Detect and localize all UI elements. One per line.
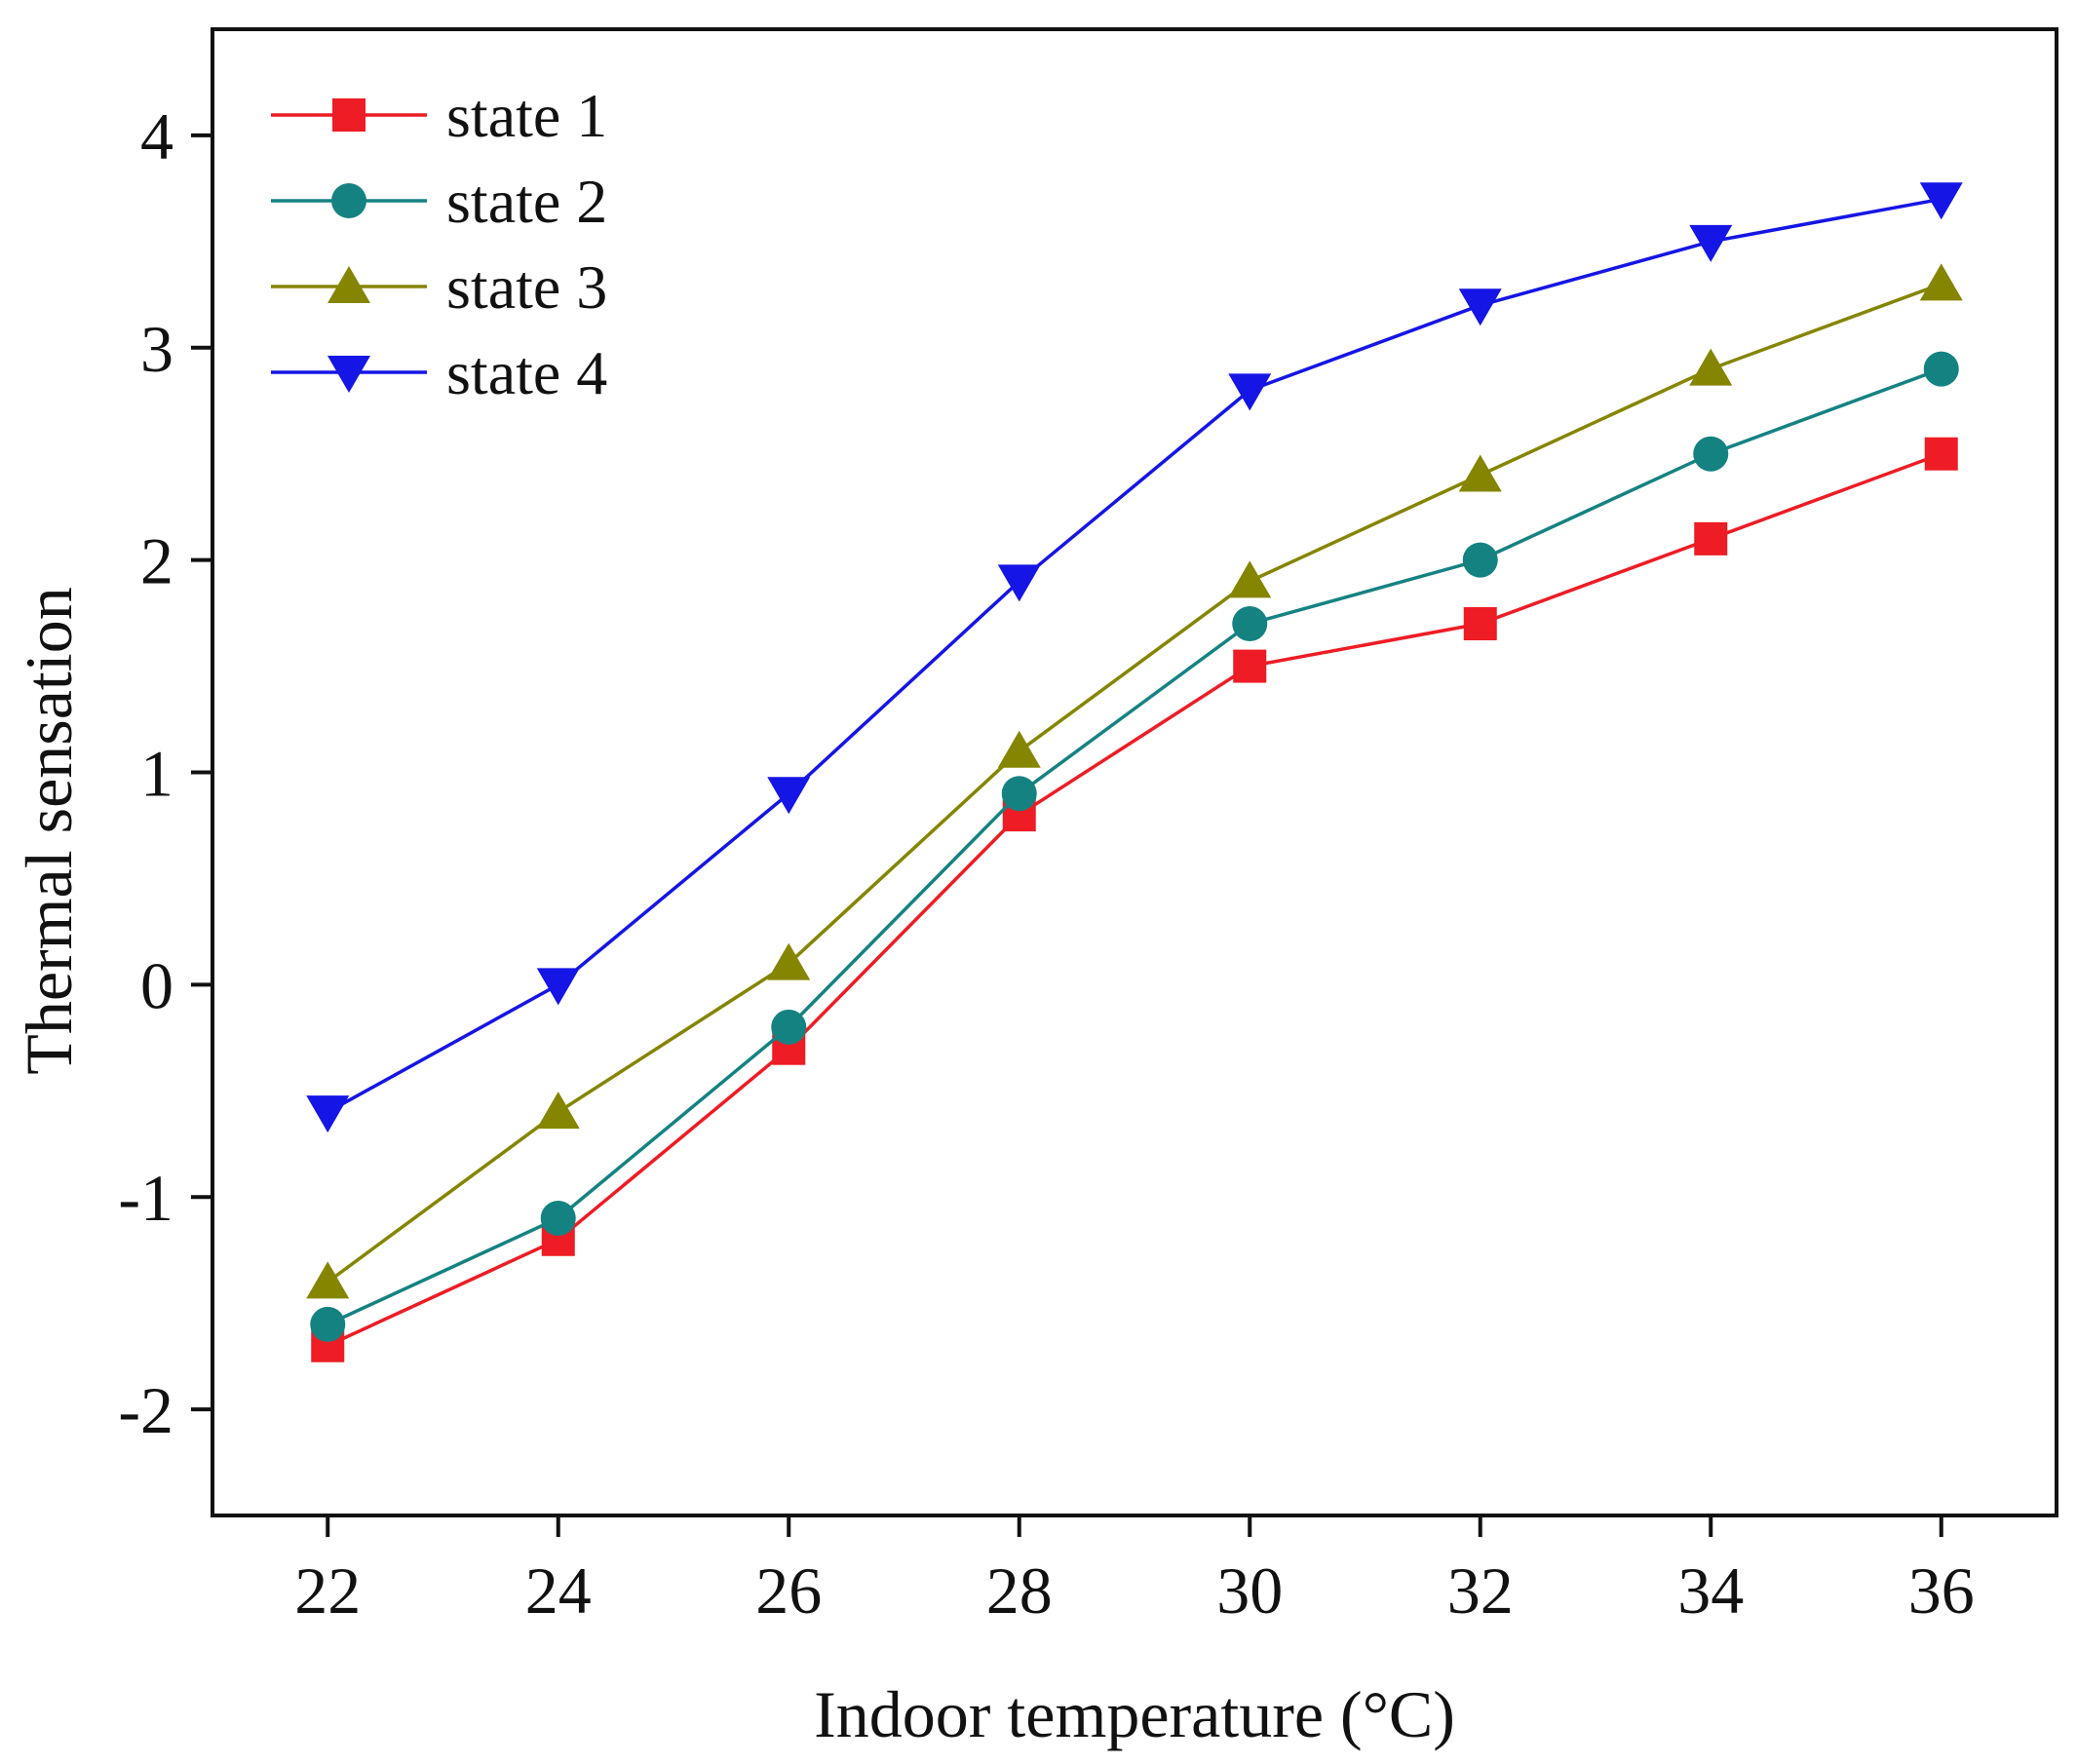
series-line	[327, 282, 1942, 1284]
y-tick-label: 1	[140, 737, 173, 811]
data-point	[1694, 521, 1728, 556]
legend-item: state 3	[271, 252, 607, 322]
data-point	[540, 1201, 576, 1236]
data-point	[1689, 224, 1733, 262]
data-point	[1919, 263, 1963, 301]
legend-label: state 4	[446, 338, 607, 407]
data-point	[1228, 373, 1272, 411]
x-tick-label: 28	[986, 1553, 1053, 1628]
legend-item: state 2	[271, 167, 607, 236]
legend-item: state 4	[271, 338, 607, 407]
legend-label: state 3	[446, 252, 607, 322]
legend-label: state 2	[446, 167, 607, 236]
x-tick-label: 36	[1908, 1553, 1975, 1628]
series-line	[327, 366, 1942, 1326]
data-point	[997, 564, 1041, 602]
data-point	[771, 1009, 807, 1045]
data-point	[997, 730, 1041, 768]
data-point	[1232, 606, 1268, 641]
series-line	[327, 197, 1942, 1114]
y-tick-label: 3	[140, 312, 173, 386]
series-3	[306, 263, 1963, 1299]
data-point	[1693, 436, 1729, 472]
data-point	[1458, 454, 1502, 492]
x-tick-label: 30	[1216, 1553, 1283, 1628]
legend-marker	[331, 183, 366, 218]
series-line	[327, 452, 1942, 1348]
data-point	[1458, 288, 1502, 326]
data-point	[306, 1095, 350, 1133]
series-2	[310, 351, 1959, 1342]
data-point	[1228, 560, 1272, 598]
data-point	[310, 1306, 346, 1342]
data-point	[767, 777, 811, 815]
legend: state 1 state 2 state 3 state 4	[271, 81, 607, 407]
legend-marker	[327, 266, 370, 303]
data-point	[1924, 437, 1958, 471]
legend-label: state 1	[446, 81, 607, 150]
y-axis-title: Thermal sensation	[12, 587, 86, 1074]
legend-marker	[332, 98, 365, 132]
data-point	[1001, 776, 1037, 812]
data-point	[1689, 348, 1733, 386]
data-point	[1919, 182, 1963, 220]
data-point	[1462, 542, 1498, 578]
legend-marker	[327, 356, 370, 393]
y-tick-label: 2	[140, 524, 173, 598]
y-tick-label: 0	[140, 948, 173, 1022]
y-tick-label: 4	[140, 99, 173, 173]
y-tick-label: -1	[118, 1161, 173, 1235]
x-tick-label: 34	[1677, 1553, 1744, 1628]
x-tick-label: 22	[294, 1553, 361, 1628]
x-tick-label: 32	[1447, 1553, 1514, 1628]
data-point	[536, 968, 580, 1006]
x-tick-label: 26	[755, 1553, 822, 1628]
data-point	[306, 1261, 350, 1299]
data-point	[767, 942, 811, 980]
data-point	[1923, 351, 1959, 387]
legend-item: state 1	[271, 81, 607, 150]
series-group	[306, 182, 1963, 1362]
series-4	[306, 182, 1963, 1133]
x-axis-title: Indoor temperature (°C)	[814, 1677, 1455, 1751]
data-point	[536, 1092, 580, 1130]
data-point	[1233, 649, 1267, 683]
data-point	[1463, 607, 1497, 640]
x-tick-label: 24	[525, 1553, 592, 1628]
y-tick-label: -2	[118, 1373, 173, 1447]
